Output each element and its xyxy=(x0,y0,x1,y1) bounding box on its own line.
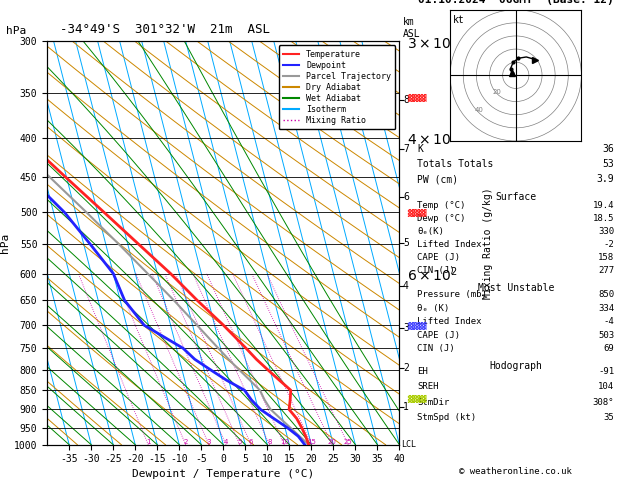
Text: 308°: 308° xyxy=(593,398,614,407)
Text: 01.10.2024  06GMT  (Base: 12): 01.10.2024 06GMT (Base: 12) xyxy=(418,0,614,5)
X-axis label: Dewpoint / Temperature (°C): Dewpoint / Temperature (°C) xyxy=(132,469,314,479)
Text: θₑ(K): θₑ(K) xyxy=(418,227,444,236)
Text: 20: 20 xyxy=(328,439,337,445)
Text: SREH: SREH xyxy=(418,382,439,391)
Text: EH: EH xyxy=(418,367,428,376)
Text: Totals Totals: Totals Totals xyxy=(418,159,494,169)
Text: Surface: Surface xyxy=(495,192,537,202)
Text: 5: 5 xyxy=(238,439,242,445)
Text: 3.9: 3.9 xyxy=(596,174,614,184)
Text: 6: 6 xyxy=(249,439,253,445)
Text: CAPE (J): CAPE (J) xyxy=(418,253,460,262)
Text: 25: 25 xyxy=(344,439,353,445)
Text: hPa: hPa xyxy=(6,26,26,36)
Text: 334: 334 xyxy=(598,304,614,312)
Text: 3: 3 xyxy=(403,323,409,332)
Text: Most Unstable: Most Unstable xyxy=(477,283,554,293)
Text: PW (cm): PW (cm) xyxy=(418,174,459,184)
Text: 8: 8 xyxy=(403,95,409,104)
Text: km
ASL: km ASL xyxy=(403,17,420,39)
Text: CAPE (J): CAPE (J) xyxy=(418,331,460,340)
Text: 104: 104 xyxy=(598,382,614,391)
Text: 850: 850 xyxy=(598,290,614,299)
Text: 40: 40 xyxy=(475,107,484,113)
Text: StmDir: StmDir xyxy=(418,398,450,407)
Text: 8: 8 xyxy=(267,439,272,445)
Text: 69: 69 xyxy=(603,344,614,353)
Text: 19.4: 19.4 xyxy=(593,201,614,210)
Text: 18.5: 18.5 xyxy=(593,214,614,223)
Text: 15: 15 xyxy=(308,439,316,445)
Text: -91: -91 xyxy=(598,367,614,376)
Legend: Temperature, Dewpoint, Parcel Trajectory, Dry Adiabat, Wet Adiabat, Isotherm, Mi: Temperature, Dewpoint, Parcel Trajectory… xyxy=(279,46,395,129)
Text: 53: 53 xyxy=(603,159,614,169)
Text: 503: 503 xyxy=(598,331,614,340)
Text: 4: 4 xyxy=(224,439,228,445)
Text: -4: -4 xyxy=(603,317,614,326)
Text: 6: 6 xyxy=(403,192,409,202)
Text: 2: 2 xyxy=(403,363,409,373)
Text: K: K xyxy=(418,144,423,155)
Text: 10: 10 xyxy=(280,439,289,445)
Y-axis label: Mixing Ratio (g/kg): Mixing Ratio (g/kg) xyxy=(483,187,493,299)
Text: Temp (°C): Temp (°C) xyxy=(418,201,466,210)
Text: 20: 20 xyxy=(493,89,502,95)
Text: 4: 4 xyxy=(403,280,409,291)
Y-axis label: hPa: hPa xyxy=(0,233,10,253)
Text: ▓▓▓: ▓▓▓ xyxy=(407,93,426,102)
Text: θₑ (K): θₑ (K) xyxy=(418,304,450,312)
Text: 330: 330 xyxy=(598,227,614,236)
Text: 36: 36 xyxy=(603,144,614,155)
Text: 158: 158 xyxy=(598,253,614,262)
Text: CIN (J): CIN (J) xyxy=(418,266,455,275)
Text: 277: 277 xyxy=(598,266,614,275)
Text: ▓▓▓: ▓▓▓ xyxy=(407,321,426,330)
Text: -2: -2 xyxy=(603,240,614,249)
Text: 7: 7 xyxy=(403,144,409,154)
Text: StmSpd (kt): StmSpd (kt) xyxy=(418,413,477,422)
Text: © weatheronline.co.uk: © weatheronline.co.uk xyxy=(459,467,572,476)
Text: CIN (J): CIN (J) xyxy=(418,344,455,353)
Text: kt: kt xyxy=(453,15,465,25)
Text: 1: 1 xyxy=(146,439,150,445)
Text: Dewp (°C): Dewp (°C) xyxy=(418,214,466,223)
Text: Lifted Index: Lifted Index xyxy=(418,317,482,326)
Text: Hodograph: Hodograph xyxy=(489,361,542,370)
Text: Lifted Index: Lifted Index xyxy=(418,240,482,249)
Text: 3: 3 xyxy=(207,439,211,445)
Text: ▓▓▓: ▓▓▓ xyxy=(407,208,426,217)
Text: LCL: LCL xyxy=(401,440,416,449)
Text: ▓▓▓: ▓▓▓ xyxy=(407,394,426,402)
Text: 1: 1 xyxy=(403,402,409,412)
Text: Pressure (mb): Pressure (mb) xyxy=(418,290,487,299)
Text: 35: 35 xyxy=(603,413,614,422)
Text: 2: 2 xyxy=(184,439,188,445)
Text: -34°49'S  301°32'W  21m  ASL: -34°49'S 301°32'W 21m ASL xyxy=(60,23,270,36)
Text: 5: 5 xyxy=(403,238,409,247)
